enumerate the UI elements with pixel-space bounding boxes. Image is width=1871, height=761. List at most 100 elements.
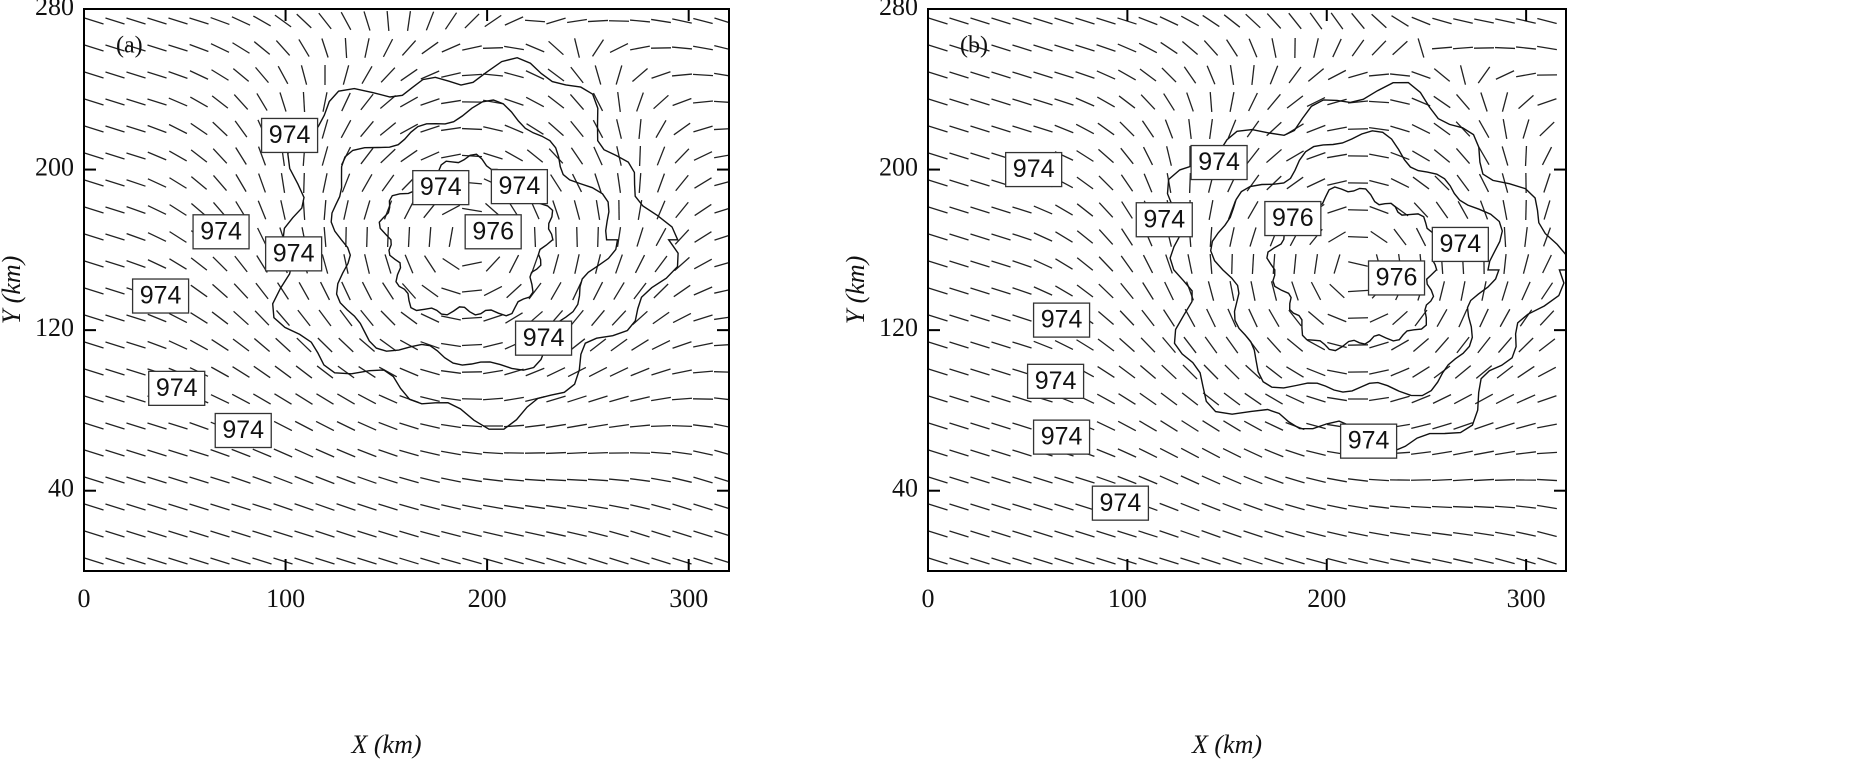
- wind-vector: [610, 338, 628, 352]
- wind-vector: [233, 94, 249, 110]
- wind-vector: [693, 314, 713, 322]
- wind-vector: [632, 67, 648, 83]
- wind-vector: [84, 449, 104, 457]
- wind-vector: [1328, 231, 1346, 243]
- wind-vector: [694, 203, 712, 217]
- contour-label: 974: [1041, 423, 1083, 451]
- wind-vector: [84, 98, 104, 106]
- wind-vector: [280, 200, 286, 220]
- wind-vector: [1054, 71, 1074, 79]
- wind-vector: [632, 310, 648, 326]
- wind-vector: [336, 557, 356, 565]
- wind-vector: [525, 43, 545, 53]
- wind-vector: [84, 341, 104, 349]
- wind-vector: [1369, 369, 1389, 375]
- wind-vector: [168, 422, 188, 430]
- contour-label-box: [1339, 423, 1398, 459]
- wind-vector: [1327, 341, 1347, 349]
- wind-vector: [1206, 308, 1216, 328]
- wind-vector: [547, 68, 565, 82]
- wind-vector: [714, 449, 729, 456]
- contour-label: 976: [1376, 264, 1418, 292]
- wind-vector: [323, 226, 327, 248]
- wind-vector: [84, 314, 104, 322]
- wind-vector: [1306, 557, 1326, 565]
- wind-vector: [991, 260, 1011, 268]
- wind-vector: [1432, 394, 1452, 404]
- wind-vector: [991, 476, 1011, 484]
- contour-label: 974: [1100, 489, 1142, 517]
- x-tick-label: 0: [78, 584, 91, 613]
- wind-vector: [378, 421, 398, 431]
- wind-vector: [1096, 530, 1116, 538]
- wind-vector: [1054, 503, 1074, 511]
- wind-vector: [949, 179, 969, 187]
- wind-vector: [1054, 476, 1074, 484]
- wind-vector: [634, 254, 646, 274]
- wind-vector: [1536, 478, 1558, 482]
- wind-vector: [970, 17, 990, 25]
- wind-vector: [1096, 557, 1116, 565]
- wind-vector: [629, 19, 651, 23]
- wind-vector: [1285, 503, 1305, 511]
- wind-vector: [1209, 253, 1213, 275]
- wind-vector: [970, 287, 990, 295]
- wind-vector: [168, 503, 188, 511]
- wind-vector: [1054, 17, 1074, 25]
- wind-vector: [1327, 98, 1347, 106]
- wind-vector: [1369, 205, 1389, 215]
- wind-vector: [406, 11, 412, 31]
- wind-vector: [991, 71, 1011, 79]
- wind-vector: [991, 341, 1011, 349]
- wind-vector: [1117, 448, 1137, 458]
- wind-vector: [1186, 92, 1194, 112]
- wind-vector: [461, 289, 483, 293]
- wind-vector: [525, 531, 545, 537]
- wind-vector: [714, 261, 729, 268]
- wind-vector: [316, 393, 334, 405]
- wind-vector: [1436, 308, 1448, 328]
- contour-label-box: [1032, 302, 1091, 338]
- wind-vector: [1248, 308, 1258, 328]
- wind-vector: [421, 41, 439, 55]
- wind-vector: [341, 173, 351, 193]
- wind-vector: [1226, 39, 1238, 57]
- wind-vector: [1453, 531, 1473, 537]
- wind-vector: [714, 476, 729, 483]
- wind-vector: [991, 530, 1011, 538]
- wind-vector: [552, 200, 560, 220]
- wind-vector: [189, 476, 209, 484]
- wind-vector: [588, 530, 608, 538]
- x-axis-label: X (km): [350, 730, 421, 759]
- wind-vector: [1012, 476, 1032, 484]
- wind-vector: [928, 233, 948, 241]
- wind-vector: [525, 96, 545, 108]
- wind-vector: [1120, 174, 1134, 192]
- wind-vector: [1201, 557, 1221, 565]
- wind-vector: [379, 338, 397, 352]
- contour-label-box: [192, 214, 250, 250]
- wind-vector: [319, 281, 331, 301]
- wind-vector: [482, 73, 504, 77]
- wind-vector: [1497, 337, 1513, 353]
- wind-vector: [1207, 281, 1215, 301]
- wind-vector: [482, 478, 504, 482]
- wind-vector: [1473, 505, 1495, 509]
- wind-vector: [1515, 451, 1537, 455]
- wind-vector: [1369, 153, 1389, 159]
- wind-vector: [1209, 91, 1213, 113]
- wind-vector: [548, 121, 564, 137]
- wind-vector: [296, 13, 312, 29]
- wind-vector: [1286, 338, 1304, 352]
- wind-vector: [235, 174, 247, 192]
- contour-line: [1209, 130, 1504, 397]
- wind-vector: [379, 122, 397, 136]
- wind-vector: [126, 125, 146, 133]
- wind-vector: [1054, 530, 1074, 538]
- wind-vector: [1327, 396, 1347, 402]
- wind-vector: [1265, 393, 1283, 405]
- contour-label: 974: [499, 172, 541, 200]
- wind-vector: [462, 477, 482, 483]
- wind-vector: [504, 71, 524, 79]
- wind-vector: [651, 368, 671, 376]
